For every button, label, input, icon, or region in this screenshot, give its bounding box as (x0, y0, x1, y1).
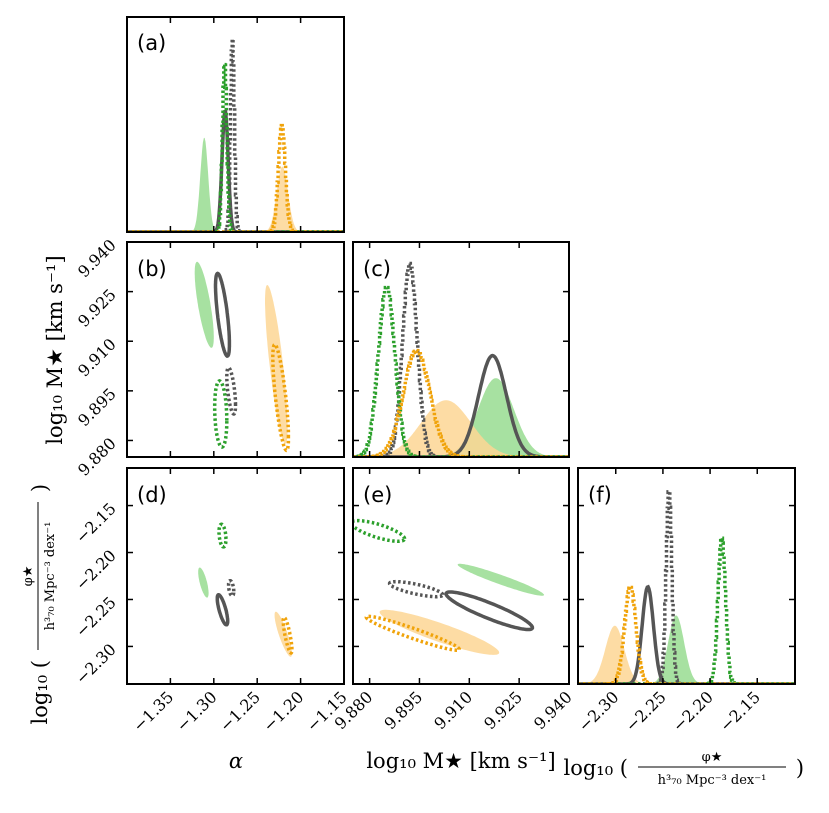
posterior-c-green-filled (353, 378, 569, 457)
panel-e-marks (353, 518, 545, 655)
contour-e-green-filled (457, 563, 545, 596)
panel-d-marks (198, 522, 294, 657)
contour-d-green-dotted (217, 522, 228, 549)
x-tick-label-alpha-3: −1.20 (259, 687, 307, 735)
panel-label-f: (f) (588, 483, 612, 507)
x-logphi-label-close: ) (796, 756, 804, 780)
panel-f-marks (578, 489, 795, 684)
panel-label-b: (b) (137, 257, 167, 281)
posterior-f-orange-filled (578, 625, 795, 684)
y-axis-label-logM: log₁₀ M★ [km s⁻¹] (43, 255, 67, 444)
y-tick-label-logphi-2: −2.20 (72, 546, 120, 594)
panel-b-marks (194, 261, 291, 453)
panel-f-frame (577, 467, 796, 685)
y-tick-label-logM-2: 9.910 (74, 335, 120, 381)
x-tick-label-logM-3: 9.925 (480, 687, 526, 733)
posterior-a-orange-filled (127, 166, 344, 232)
contour-e-orange-dotted (364, 614, 462, 652)
y-tick-label-logM-4: 9.940 (74, 235, 120, 281)
contour-d-green-filled (198, 567, 209, 598)
contour-d-gray-dotted (226, 578, 236, 598)
panel-a-marks (127, 37, 344, 232)
contour-b-orange-filled (265, 285, 288, 444)
posterior-f-orange-dotted (578, 585, 795, 684)
x-axis-label-logphi: log₁₀ ( φ★ h³₇₀ Mpc⁻³ dex⁻¹ ) (563, 750, 804, 788)
contour-b-green-filled (194, 261, 214, 348)
posterior-a-gray-dotted (127, 37, 344, 232)
y-logphi-frac-den: h³₇₀ Mpc⁻³ dex⁻¹ (43, 522, 58, 631)
posterior-c-orange-filled (353, 400, 569, 457)
panel-label-d: (d) (137, 483, 167, 507)
contour-b-green-dotted (212, 379, 229, 449)
y-tick-label-logphi-0: −2.30 (72, 640, 120, 688)
contour-b-gray-solid (213, 271, 232, 358)
x-axis-label-logM: log₁₀ M★ [km s⁻¹] (366, 749, 555, 773)
x-axis-label-alpha: α (229, 749, 243, 773)
y-logphi-label-open: log₁₀ ( (28, 660, 52, 725)
panel-e-frame (352, 467, 570, 685)
contour-b-gray-dotted (225, 365, 238, 416)
y-tick-label-logphi-1: −2.25 (72, 593, 120, 641)
x-logphi-frac-den: h³₇₀ Mpc⁻³ dex⁻¹ (658, 773, 767, 788)
x-tick-label-alpha-2: −1.25 (216, 687, 264, 735)
panel-b-frame (126, 241, 345, 458)
contour-e-orange-filled (379, 609, 500, 655)
y-tick-label-logM-1: 9.895 (74, 384, 120, 430)
posterior-a-green-dotted (127, 62, 344, 232)
x-logphi-label-open: log₁₀ ( (563, 756, 628, 780)
x-logphi-frac-num: φ★ (702, 750, 723, 765)
x-tick-label-alpha-0: −1.35 (129, 687, 177, 735)
contour-d-orange-dotted (281, 615, 294, 655)
x-tick-label-logM-1: 9.895 (380, 687, 426, 733)
panel-label-c: (c) (363, 257, 391, 281)
y-axis-label-logphi: log₁₀ ( φ★ h³₇₀ Mpc⁻³ dex⁻¹ ) (21, 484, 58, 725)
x-tick-label-logphi-2: −2.20 (669, 687, 717, 735)
panel-a-frame (126, 16, 345, 233)
contour-e-gray-dotted (387, 579, 445, 599)
contour-e-gray-solid (444, 590, 535, 632)
panel-label-a: (a) (137, 31, 166, 55)
x-tick-label-logphi-0: −2.30 (574, 687, 622, 735)
panel-d-frame (126, 467, 345, 685)
contour-b-orange-dotted (271, 342, 291, 453)
y-tick-label-logM-3: 9.925 (74, 285, 120, 331)
y-tick-label-logM-0: 9.880 (74, 434, 120, 480)
panel-c-frame (352, 241, 570, 458)
panel-c-marks (353, 261, 569, 457)
x-tick-label-logphi-3: −2.15 (716, 687, 764, 735)
contour-d-gray-solid (215, 593, 230, 627)
panel-label-e: (e) (363, 483, 392, 507)
x-tick-label-alpha-1: −1.30 (173, 687, 221, 735)
x-tick-label-logM-2: 9.910 (430, 687, 476, 733)
posterior-c-green-dotted (353, 284, 569, 457)
y-tick-label-logphi-3: −2.15 (72, 499, 120, 547)
y-logphi-label-close: ) (28, 484, 52, 492)
x-tick-label-logM-4: 9.940 (530, 687, 576, 733)
x-tick-label-logphi-1: −2.25 (622, 687, 670, 735)
y-logphi-frac-num: φ★ (21, 566, 36, 587)
posterior-f-green-filled (578, 615, 795, 684)
posterior-c-gray-dotted (353, 261, 569, 457)
contour-e-green-dotted (353, 518, 407, 544)
